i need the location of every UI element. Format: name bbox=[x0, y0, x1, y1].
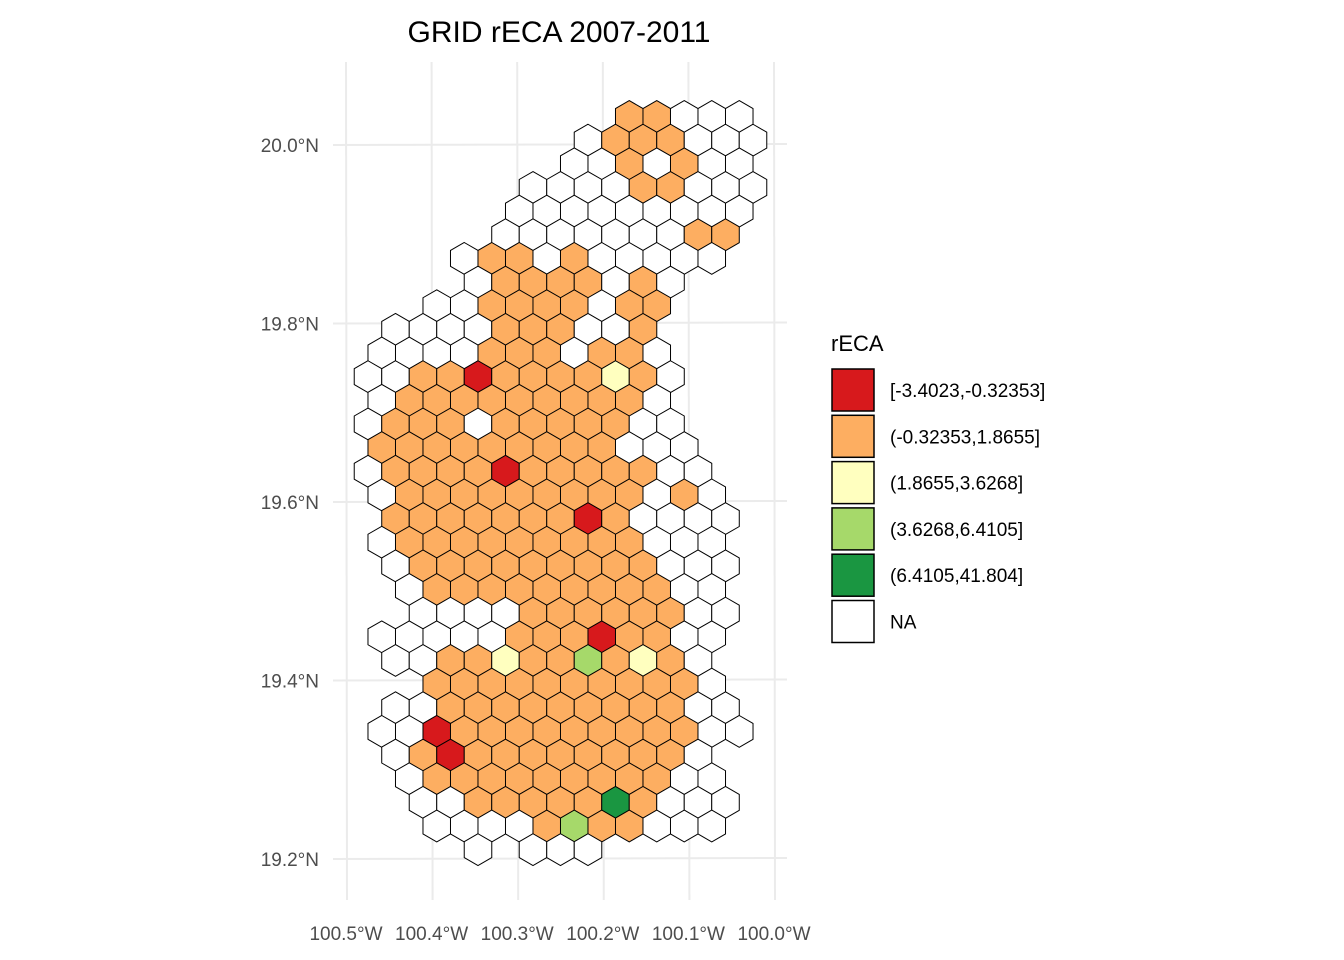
hex-cell-na bbox=[573, 833, 603, 867]
legend-swatch-bin-5 bbox=[831, 553, 875, 597]
legend-title: rECA bbox=[831, 331, 884, 356]
x-tick-label: 100.4°W bbox=[395, 924, 468, 945]
hex-cell-na bbox=[697, 809, 727, 843]
legend-swatch-bin-1 bbox=[831, 368, 875, 412]
y-tick-label: 19.4°N bbox=[261, 672, 319, 693]
gridline-vertical bbox=[773, 61, 776, 901]
legend-label-bin-4: (3.6268,6.4105] bbox=[890, 520, 1023, 541]
hex-cells bbox=[353, 100, 768, 867]
legend-swatch-bin-3 bbox=[831, 460, 875, 505]
hex-cell-na bbox=[697, 241, 727, 275]
legend: rECA [-3.4023,-0.32353] (-0.32353,1.8655]… bbox=[831, 331, 1045, 644]
legend-swatch-bin-2 bbox=[831, 414, 875, 459]
hex-cell-na bbox=[724, 714, 754, 748]
y-tick-label: 19.6°N bbox=[261, 493, 319, 514]
y-tick-label: 19.2°N bbox=[261, 850, 319, 871]
legend-label-bin-2: (-0.32353,1.8655] bbox=[890, 427, 1040, 448]
legend-swatch-bin-4 bbox=[831, 507, 875, 551]
hex-cell-na bbox=[463, 833, 493, 867]
x-tick-label: 100.0°W bbox=[737, 924, 810, 945]
legend-label-bin-1: [-3.4023,-0.32353] bbox=[890, 381, 1045, 402]
legend-label-bin-3: (1.8655,3.6268] bbox=[890, 474, 1023, 495]
y-tick-label: 20.0°N bbox=[261, 136, 319, 157]
x-axis-ticks: 100.5°W 100.4°W 100.3°W 100.2°W 100.1°W 100.0… bbox=[309, 924, 810, 945]
chart-title: GRID rECA 2007-2011 bbox=[408, 16, 711, 49]
legend-label-bin-5: (6.4105,41.804] bbox=[890, 566, 1023, 587]
x-tick-label: 100.2°W bbox=[566, 924, 639, 945]
y-axis-ticks: 20.0°N 19.8°N 19.6°N 19.4°N 19.2°N bbox=[261, 136, 319, 871]
x-tick-label: 100.3°W bbox=[481, 924, 554, 945]
x-tick-label: 100.1°W bbox=[652, 924, 725, 945]
legend-label-na: NA bbox=[890, 613, 917, 634]
gridline-vertical bbox=[345, 61, 348, 901]
legend-swatch-na bbox=[831, 599, 875, 644]
x-tick-label: 100.5°W bbox=[309, 924, 382, 945]
y-tick-label: 19.8°N bbox=[261, 315, 319, 336]
